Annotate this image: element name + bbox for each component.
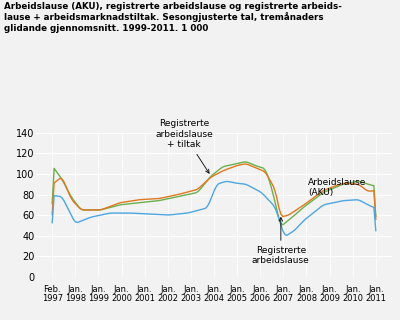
Text: Jan.: Jan.: [137, 285, 152, 294]
Text: 2005: 2005: [227, 294, 248, 303]
Text: 2000: 2000: [111, 294, 132, 303]
Text: 2009: 2009: [319, 294, 340, 303]
Text: Jan.: Jan.: [229, 285, 245, 294]
Text: Jan.: Jan.: [114, 285, 129, 294]
Text: Registrerte
arbeidslause: Registrerte arbeidslause: [252, 218, 310, 265]
Text: 1999: 1999: [88, 294, 109, 303]
Text: 2006: 2006: [250, 294, 271, 303]
Text: 1997: 1997: [42, 294, 63, 303]
Text: Jan.: Jan.: [252, 285, 268, 294]
Text: 2011: 2011: [365, 294, 386, 303]
Text: Jan.: Jan.: [276, 285, 291, 294]
Text: 1998: 1998: [65, 294, 86, 303]
Text: 2004: 2004: [204, 294, 224, 303]
Text: 2003: 2003: [180, 294, 202, 303]
Text: Jan.: Jan.: [299, 285, 314, 294]
Text: Jan.: Jan.: [345, 285, 360, 294]
Text: Feb.: Feb.: [43, 285, 61, 294]
Text: Jan.: Jan.: [206, 285, 222, 294]
Text: Jan.: Jan.: [183, 285, 199, 294]
Text: Arbeidslause
(AKU): Arbeidslause (AKU): [308, 178, 366, 197]
Text: 2010: 2010: [342, 294, 363, 303]
Text: Arbeidslause (AKU), registrerte arbeidslause og registrerte arbeids-
lause + arb: Arbeidslause (AKU), registrerte arbeidsl…: [4, 2, 342, 33]
Text: Jan.: Jan.: [68, 285, 83, 294]
Text: 2002: 2002: [157, 294, 178, 303]
Text: Registrerte
arbeidslause
+ tiltak: Registrerte arbeidslause + tiltak: [155, 119, 213, 173]
Text: Jan.: Jan.: [322, 285, 337, 294]
Text: Jan.: Jan.: [160, 285, 176, 294]
Text: Jan.: Jan.: [91, 285, 106, 294]
Text: Jan.: Jan.: [368, 285, 384, 294]
Text: 2008: 2008: [296, 294, 317, 303]
Text: 2001: 2001: [134, 294, 155, 303]
Text: 2007: 2007: [273, 294, 294, 303]
